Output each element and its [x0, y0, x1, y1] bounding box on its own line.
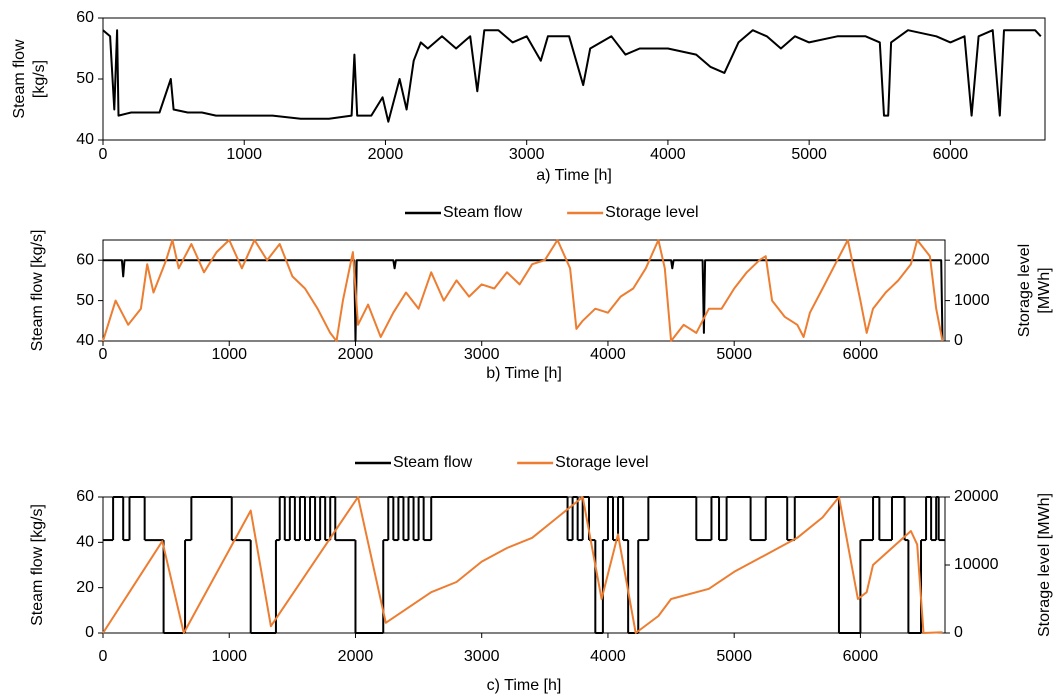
y-tick-label: 0 [85, 624, 94, 641]
legend-label: Steam flow [393, 454, 473, 471]
x-tick-label: 0 [99, 346, 108, 363]
x-tick-label: 0 [99, 146, 108, 163]
subplot: 0 1000 2000 3000 4000 5000 6000 40 50 60 0 1000 2000… [29, 204, 1053, 382]
x-tick-label: 2000 [338, 648, 374, 665]
plot-frame [102, 239, 946, 342]
x-tick-label: 3000 [464, 346, 500, 363]
series-line [102, 239, 944, 342]
y-tick-label: 60 [76, 9, 94, 26]
x-tick-label: 4000 [590, 648, 626, 665]
y2-tick-label: 2000 [954, 251, 990, 268]
series-line [102, 496, 943, 634]
x-tick-label: 1000 [226, 146, 262, 163]
y-axis-label: [kg/s] [31, 60, 48, 98]
x-tick-label: 3000 [509, 146, 545, 163]
subplot: 0 1000 2000 3000 4000 5000 6000 0 20 40 60 0 10000 20… [29, 454, 1053, 694]
plot-frame [102, 496, 946, 634]
y-tick-label: 20 [76, 579, 94, 596]
y-axis-label: Steam flow [kg/s] [29, 504, 46, 626]
y-tick-label: 40 [76, 534, 94, 551]
x-tick-label: 5000 [716, 648, 752, 665]
y-axis-label: Steam flow [11, 39, 28, 119]
legend-label: Steam flow [443, 204, 523, 221]
x-tick-label: 1000 [211, 346, 247, 363]
y-tick-label: 50 [76, 292, 94, 309]
y2-axis-label: [MWh] [1036, 267, 1053, 313]
y-tick-label: 40 [76, 332, 94, 349]
x-tick-label: 6000 [933, 146, 969, 163]
x-tick-label: 4000 [650, 146, 686, 163]
y2-axis-label: Storage level [1016, 244, 1033, 337]
y2-tick-label: 20000 [954, 488, 999, 505]
subplot: 0 1000 2000 3000 4000 5000 6000 40 50 60 a) Time [… [11, 9, 1046, 184]
x-tick-label: 2000 [368, 146, 404, 163]
y-tick-label: 60 [76, 488, 94, 505]
x-axis-label: a) Time [h] [536, 167, 612, 184]
x-tick-label: 1000 [211, 648, 247, 665]
x-tick-label: 0 [99, 648, 108, 665]
x-tick-label: 5000 [791, 146, 827, 163]
y-tick-label: 60 [76, 251, 94, 268]
x-tick-label: 5000 [716, 346, 752, 363]
x-tick-label: 3000 [464, 648, 500, 665]
x-tick-label: 2000 [338, 346, 374, 363]
legend-label: Storage level [555, 454, 648, 471]
y-tick-label: 40 [76, 131, 94, 148]
x-axis-label: b) Time [h] [486, 365, 562, 382]
series-line [102, 29, 1042, 123]
plot-frame [102, 17, 1046, 141]
series-line [103, 259, 944, 342]
x-axis-label: c) Time [h] [487, 677, 562, 694]
x-tick-label: 6000 [843, 346, 879, 363]
y2-tick-label: 10000 [954, 556, 999, 573]
legend-label: Storage level [605, 204, 698, 221]
x-tick-label: 4000 [590, 346, 626, 363]
y-tick-label: 50 [76, 70, 94, 87]
y2-tick-label: 0 [954, 332, 963, 349]
y2-tick-label: 0 [954, 624, 963, 641]
y2-axis-label: Storage level [MWh] [1036, 493, 1053, 637]
y-axis-label: Steam flow [kg/s] [29, 230, 46, 352]
y2-tick-label: 1000 [954, 292, 990, 309]
x-tick-label: 6000 [843, 648, 879, 665]
